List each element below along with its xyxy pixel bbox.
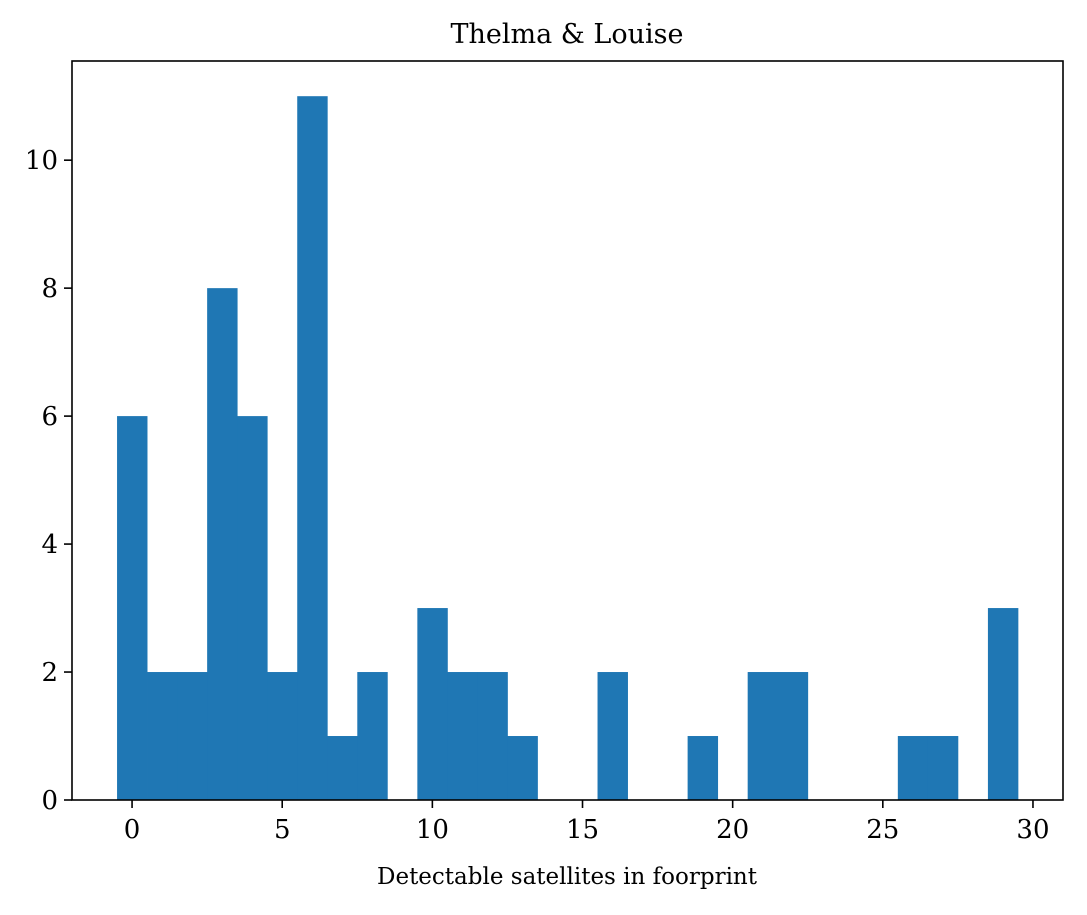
histogram-bar	[297, 96, 328, 800]
y-tick-label: 6	[41, 402, 58, 432]
y-tick-label: 2	[41, 658, 58, 688]
x-tick-label: 20	[716, 815, 749, 845]
histogram-bar	[147, 672, 178, 800]
bars-layer	[117, 96, 1019, 800]
histogram-bar	[207, 288, 238, 800]
histogram-bar	[447, 672, 478, 800]
x-tick-label: 25	[866, 815, 899, 845]
chart-title: Thelma & Louise	[451, 19, 684, 50]
plot-frame	[71, 60, 1064, 801]
histogram-bar	[597, 672, 628, 800]
x-axis-label: Detectable satellites in foorprint	[377, 864, 758, 890]
histogram-bar	[987, 608, 1019, 800]
histogram-bar	[687, 736, 719, 800]
y-tick-label: 8	[41, 274, 58, 304]
histogram-bar	[417, 608, 448, 800]
histogram-bar	[357, 672, 388, 800]
histogram-bar	[747, 672, 779, 800]
x-tick-label: 15	[566, 815, 599, 845]
histogram-bar	[927, 736, 959, 800]
histogram-bar	[777, 672, 809, 800]
y-tick-label: 0	[41, 786, 58, 816]
histogram-bar	[177, 672, 208, 800]
x-tick-label: 10	[416, 815, 449, 845]
x-tick-label: 0	[124, 815, 141, 845]
histogram-bar	[507, 736, 538, 800]
histogram-bar	[477, 672, 508, 800]
x-tick-label: 30	[1016, 815, 1049, 845]
histogram-bar	[237, 416, 268, 800]
histogram-bar	[897, 736, 929, 800]
histogram-bar	[267, 672, 298, 800]
x-axis-ticks: 0 5 10 15 20 25 30	[124, 800, 1050, 845]
histogram-bar	[327, 736, 358, 800]
y-axis-ticks: 0 2 4 6 8 10	[25, 146, 72, 816]
y-tick-label: 10	[25, 146, 58, 176]
histogram-bar	[117, 416, 148, 800]
y-tick-label: 4	[41, 530, 58, 560]
x-tick-label: 5	[274, 815, 291, 845]
